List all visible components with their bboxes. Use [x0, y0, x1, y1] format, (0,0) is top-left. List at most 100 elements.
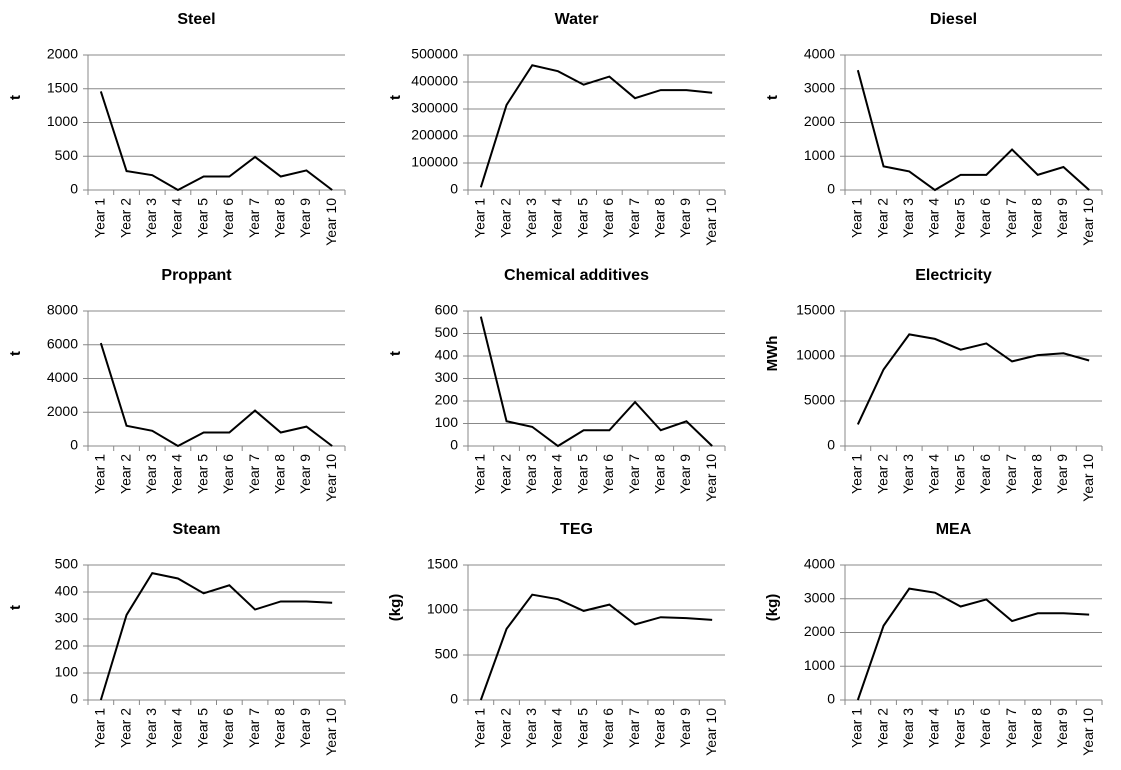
x-tick-label: Year 9 — [677, 708, 693, 748]
x-tick-label: Year 6 — [600, 708, 616, 748]
y-tick-label: 3000 — [804, 589, 835, 605]
data-line — [479, 64, 713, 188]
y-tick-label: 5000 — [804, 392, 835, 408]
y-tick-label: 0 — [70, 437, 78, 453]
y-tick-label: 500 — [435, 646, 459, 662]
x-tick-label: Year 5 — [951, 708, 967, 748]
x-tick-label: Year 4 — [926, 708, 942, 748]
y-tick-label: 4000 — [804, 46, 835, 62]
y-tick-label: 1000 — [427, 601, 458, 617]
x-tick-label: Year 10 — [1080, 708, 1096, 756]
y-axis-label: t — [387, 351, 404, 356]
y-tick-label: 0 — [827, 437, 835, 453]
x-tick-label: Year 5 — [574, 708, 590, 748]
x-tick-label: Year 2 — [117, 198, 133, 238]
y-tick-label: 200 — [435, 392, 459, 408]
x-tick-label: Year 5 — [951, 198, 967, 238]
y-tick-label: 0 — [827, 691, 835, 707]
x-tick-label: Year 2 — [497, 454, 513, 494]
x-tick-label: Year 10 — [323, 708, 339, 756]
x-tick-label: Year 3 — [523, 454, 539, 494]
y-tick-label: 0 — [70, 691, 78, 707]
y-tick-label: 10000 — [796, 347, 835, 363]
y-axis-label: t — [764, 95, 781, 100]
x-tick-label: Year 1 — [92, 708, 108, 748]
y-tick-label: 300000 — [411, 100, 458, 116]
x-tick-label: Year 3 — [900, 708, 916, 748]
x-tick-label: Year 7 — [1003, 198, 1019, 238]
y-tick-label: 2000 — [47, 46, 78, 62]
x-tick-label: Year 8 — [1028, 454, 1044, 494]
data-line — [856, 587, 1090, 701]
data-line — [99, 91, 333, 192]
x-tick-label: Year 7 — [246, 454, 262, 494]
x-tick-label: Year 9 — [297, 454, 313, 494]
x-tick-label: Year 7 — [626, 708, 642, 748]
chart-title: Steam — [172, 521, 220, 538]
x-tick-label: Year 4 — [169, 708, 185, 748]
x-tick-label: Year 7 — [1003, 454, 1019, 494]
x-tick-label: Year 7 — [246, 198, 262, 238]
x-tick-label: Year 10 — [323, 198, 339, 246]
x-tick-label: Year 2 — [117, 454, 133, 494]
y-tick-label: 400000 — [411, 73, 458, 89]
y-tick-label: 8000 — [47, 302, 78, 318]
y-tick-label: 0 — [70, 181, 78, 197]
x-tick-label: Year 4 — [169, 454, 185, 494]
y-tick-label: 400 — [435, 347, 459, 363]
data-line — [479, 593, 713, 701]
x-tick-label: Year 4 — [549, 198, 565, 238]
y-axis-label: (kg) — [764, 594, 781, 622]
y-tick-label: 2000 — [804, 113, 835, 129]
x-tick-label: Year 9 — [297, 198, 313, 238]
y-tick-label: 3000 — [804, 79, 835, 95]
x-tick-label: Year 1 — [472, 198, 488, 238]
y-axis-label: t — [7, 605, 24, 610]
y-tick-label: 100000 — [411, 154, 458, 170]
x-tick-label: Year 2 — [874, 198, 890, 238]
x-tick-label: Year 9 — [677, 198, 693, 238]
y-tick-label: 1000 — [47, 113, 78, 129]
x-tick-label: Year 3 — [143, 454, 159, 494]
y-tick-label: 0 — [450, 181, 458, 197]
x-tick-label: Year 8 — [651, 198, 667, 238]
data-line — [99, 342, 333, 448]
y-tick-label: 1500 — [47, 79, 78, 95]
chart-title: Electricity — [915, 267, 992, 284]
x-tick-label: Year 7 — [626, 454, 642, 494]
x-tick-label: Year 3 — [900, 454, 916, 494]
x-tick-label: Year 5 — [194, 198, 210, 238]
x-tick-label: Year 6 — [220, 198, 236, 238]
x-tick-label: Year 1 — [92, 454, 108, 494]
y-axis-label: (kg) — [387, 594, 404, 622]
y-tick-label: 100 — [55, 664, 79, 680]
x-tick-label: Year 9 — [297, 708, 313, 748]
y-tick-label: 0 — [450, 437, 458, 453]
y-tick-label: 400 — [55, 583, 79, 599]
y-axis-label: t — [387, 95, 404, 100]
y-tick-label: 200000 — [411, 127, 458, 143]
y-tick-label: 500 — [55, 147, 79, 163]
x-tick-label: Year 2 — [497, 708, 513, 748]
chart-title: MEA — [936, 521, 972, 538]
x-tick-label: Year 4 — [549, 708, 565, 748]
y-tick-label: 0 — [450, 691, 458, 707]
x-tick-label: Year 3 — [143, 198, 159, 238]
x-tick-label: Year 3 — [900, 198, 916, 238]
y-tick-label: 100 — [435, 414, 459, 430]
x-tick-label: Year 7 — [626, 198, 642, 238]
x-tick-label: Year 3 — [523, 198, 539, 238]
chart-title: Proppant — [161, 267, 232, 284]
y-axis-label: MWh — [764, 336, 781, 372]
x-tick-label: Year 4 — [926, 198, 942, 238]
x-tick-label: Year 10 — [1080, 198, 1096, 246]
data-line — [99, 571, 333, 701]
x-tick-label: Year 1 — [849, 708, 865, 748]
x-tick-label: Year 9 — [677, 454, 693, 494]
data-line — [479, 316, 713, 448]
x-tick-label: Year 3 — [523, 708, 539, 748]
y-tick-label: 2000 — [47, 403, 78, 419]
x-tick-label: Year 2 — [117, 708, 133, 748]
y-tick-label: 1000 — [804, 657, 835, 673]
